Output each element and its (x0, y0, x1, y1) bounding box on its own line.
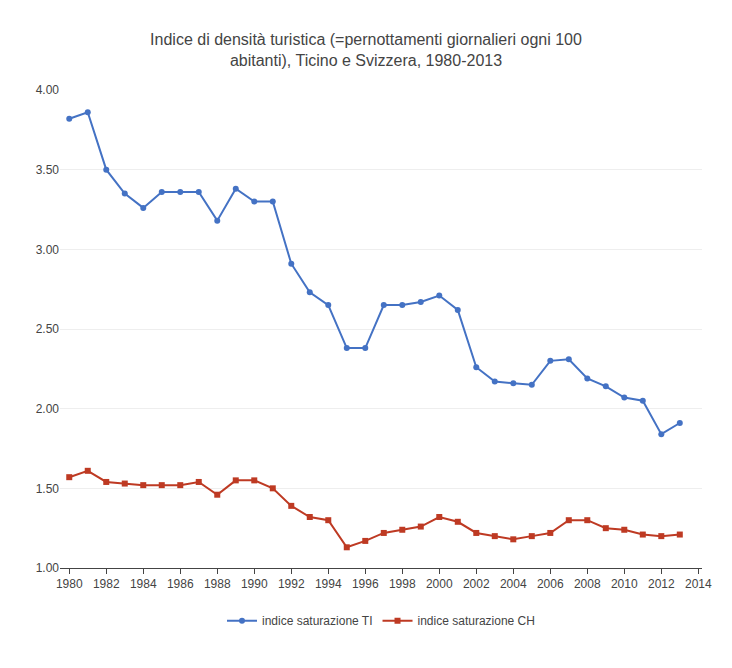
svg-text:Indice di densità turistica (=: Indice di densità turistica (=pernottame… (150, 31, 582, 69)
svg-text:2004: 2004 (500, 577, 527, 591)
svg-text:2008: 2008 (574, 577, 601, 591)
svg-text:indice saturazione CH: indice saturazione CH (418, 614, 535, 628)
svg-text:1994: 1994 (315, 577, 342, 591)
svg-text:1986: 1986 (167, 577, 194, 591)
svg-text:2012: 2012 (648, 577, 675, 591)
svg-text:4.00: 4.00 (36, 83, 60, 97)
svg-text:1.50: 1.50 (36, 482, 60, 496)
svg-text:2006: 2006 (537, 577, 564, 591)
svg-text:1984: 1984 (130, 577, 157, 591)
svg-text:2.00: 2.00 (36, 402, 60, 416)
svg-text:1990: 1990 (241, 577, 268, 591)
svg-text:3.00: 3.00 (36, 243, 60, 257)
svg-text:2014: 2014 (685, 577, 712, 591)
svg-text:1998: 1998 (389, 577, 416, 591)
svg-text:indice saturazione TI: indice saturazione TI (262, 614, 373, 628)
svg-text:1992: 1992 (278, 577, 305, 591)
svg-text:2002: 2002 (463, 577, 490, 591)
svg-text:1996: 1996 (352, 577, 379, 591)
svg-text:1.00: 1.00 (36, 561, 60, 575)
svg-text:3.50: 3.50 (36, 163, 60, 177)
svg-text:1988: 1988 (204, 577, 231, 591)
svg-text:1980: 1980 (56, 577, 83, 591)
svg-text:2000: 2000 (426, 577, 453, 591)
svg-text:2.50: 2.50 (36, 322, 60, 336)
svg-text:2010: 2010 (611, 577, 638, 591)
svg-text:1982: 1982 (93, 577, 120, 591)
